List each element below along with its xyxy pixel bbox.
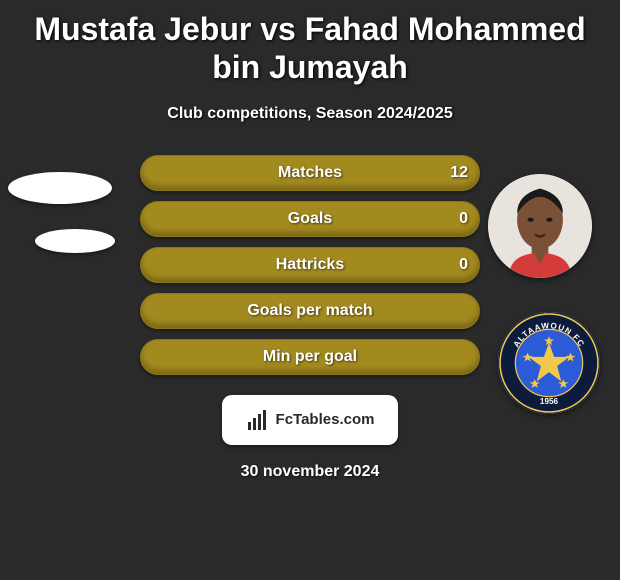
- stat-bar: [140, 155, 480, 191]
- stats-list: Matches12 Goals0 Hattricks0 Goals per match…: [0, 155, 620, 375]
- stat-bar: [140, 293, 480, 329]
- stat-value-right: 0: [459, 247, 468, 283]
- stat-value-right: 12: [450, 155, 468, 191]
- date-text: 30 november 2024: [0, 463, 620, 481]
- stat-row: Hattricks0: [0, 247, 620, 283]
- footer-brand-badge: FcTables.com: [222, 395, 398, 445]
- page-title: Mustafa Jebur vs Fahad Mohammed bin Juma…: [0, 0, 620, 87]
- bar-chart-icon: [246, 408, 270, 432]
- stat-row: Matches12: [0, 155, 620, 191]
- stat-row: Goals per match: [0, 293, 620, 329]
- footer-brand-text: FcTables.com: [276, 411, 375, 428]
- comparison-card: { "title": "Mustafa Jebur vs Fahad Moham…: [0, 0, 620, 580]
- stat-bar: [140, 247, 480, 283]
- stat-bar: [140, 201, 480, 237]
- club-year: 1956: [540, 397, 559, 406]
- stat-row: Min per goal: [0, 339, 620, 375]
- stat-row: Goals0: [0, 201, 620, 237]
- stat-bar: [140, 339, 480, 375]
- stat-value-right: 0: [459, 201, 468, 237]
- subtitle: Club competitions, Season 2024/2025: [0, 105, 620, 123]
